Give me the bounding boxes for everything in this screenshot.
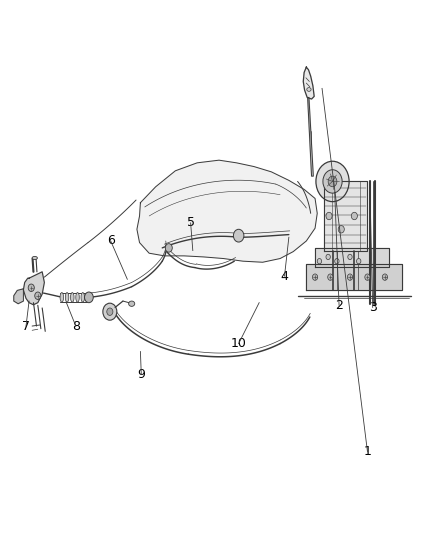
Circle shape (312, 274, 318, 280)
Circle shape (326, 254, 330, 260)
Circle shape (233, 229, 244, 242)
Circle shape (326, 212, 332, 220)
Polygon shape (303, 67, 314, 99)
Circle shape (328, 274, 333, 280)
Ellipse shape (60, 293, 64, 302)
Ellipse shape (129, 301, 135, 306)
Ellipse shape (65, 293, 69, 302)
Text: 5: 5 (187, 216, 194, 229)
Circle shape (103, 303, 117, 320)
Text: 6: 6 (107, 235, 115, 247)
Polygon shape (315, 248, 389, 266)
Text: 10: 10 (231, 337, 247, 350)
Circle shape (365, 274, 370, 280)
Polygon shape (306, 264, 403, 290)
Text: 9: 9 (138, 368, 145, 381)
Circle shape (351, 212, 357, 220)
Circle shape (316, 161, 349, 201)
Text: 8: 8 (72, 320, 80, 333)
Circle shape (357, 259, 361, 264)
Circle shape (382, 274, 388, 280)
Polygon shape (307, 98, 313, 176)
Ellipse shape (76, 293, 79, 302)
Circle shape (35, 292, 41, 300)
Text: 7: 7 (22, 320, 30, 333)
Text: 4: 4 (281, 270, 289, 282)
Polygon shape (324, 181, 367, 251)
Text: 2: 2 (335, 299, 343, 312)
Circle shape (335, 259, 339, 264)
Polygon shape (137, 160, 317, 262)
Circle shape (85, 292, 93, 303)
Text: 3: 3 (369, 301, 377, 314)
Circle shape (328, 176, 337, 187)
Ellipse shape (307, 87, 311, 91)
Circle shape (347, 274, 353, 280)
Ellipse shape (32, 256, 37, 260)
Polygon shape (14, 289, 23, 304)
Circle shape (338, 225, 344, 233)
Circle shape (317, 259, 321, 264)
Circle shape (28, 284, 34, 292)
Text: 1: 1 (364, 445, 371, 458)
Circle shape (323, 169, 342, 193)
Ellipse shape (71, 293, 74, 302)
Circle shape (107, 308, 113, 316)
Polygon shape (23, 272, 44, 305)
Circle shape (165, 244, 172, 252)
Circle shape (348, 254, 352, 260)
Ellipse shape (81, 293, 85, 302)
